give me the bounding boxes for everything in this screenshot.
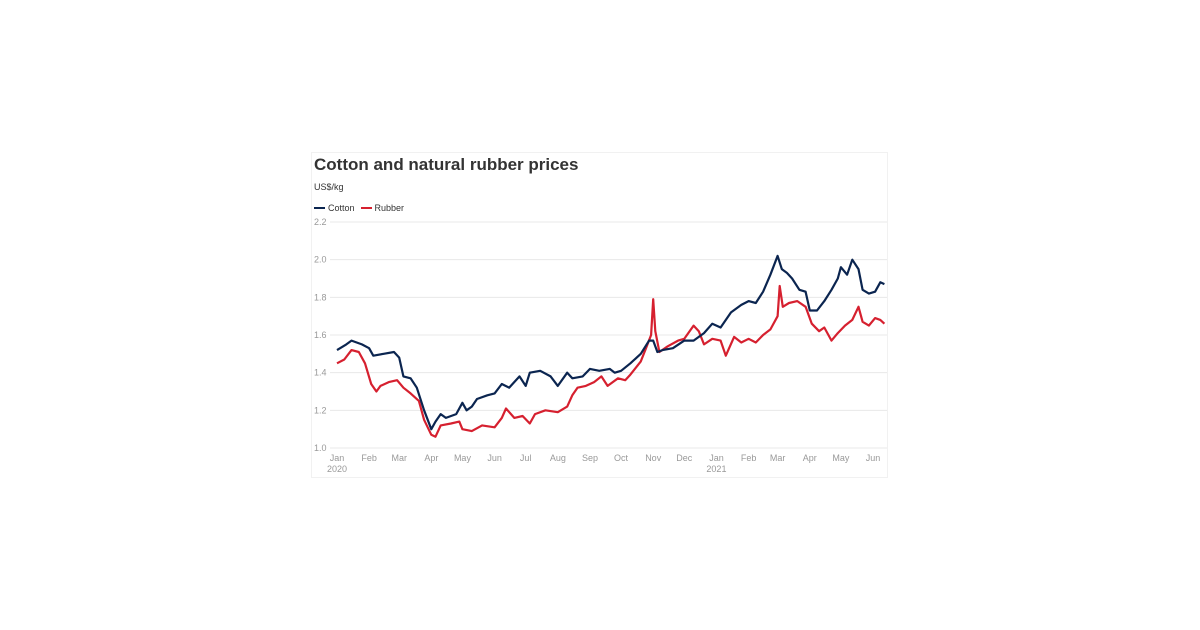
- x-tick-label: Apr: [803, 453, 817, 463]
- x-tick-label: Oct: [614, 453, 629, 463]
- x-tick-label: Jan: [330, 453, 345, 463]
- x-tick-label: Aug: [550, 453, 566, 463]
- y-axis-unit: US$/kg: [314, 182, 344, 192]
- x-tick-label: Mar: [770, 453, 786, 463]
- legend-item-cotton: Cotton: [314, 203, 355, 213]
- x-tick-label: Mar: [391, 453, 407, 463]
- legend-swatch-cotton: [314, 207, 325, 209]
- x-tick-year-label: 2021: [706, 464, 726, 474]
- x-tick-label: Jul: [520, 453, 532, 463]
- x-tick-label: Apr: [424, 453, 438, 463]
- x-tick-label: Feb: [361, 453, 377, 463]
- chart-card: [311, 152, 888, 478]
- x-tick-label: Sep: [582, 453, 598, 463]
- y-tick-label: 1.0: [314, 443, 327, 453]
- y-tick-label: 1.6: [314, 330, 327, 340]
- x-tick-label: May: [454, 453, 472, 463]
- y-tick-label: 2.2: [314, 217, 327, 227]
- legend-swatch-rubber: [360, 207, 372, 209]
- series-line-cotton: [336, 254, 885, 431]
- x-tick-label: Jun: [866, 453, 881, 463]
- series-line-rubber: [336, 284, 886, 438]
- x-tick-label: Nov: [645, 453, 662, 463]
- x-tick-label: Dec: [676, 453, 693, 463]
- legend-label-rubber: Rubber: [374, 203, 405, 213]
- x-tick-label: Jun: [487, 453, 502, 463]
- y-tick-label: 1.2: [314, 405, 327, 415]
- y-tick-label: 2.0: [314, 255, 327, 265]
- x-tick-label: May: [832, 453, 850, 463]
- x-tick-label: Feb: [741, 453, 757, 463]
- chart-title: Cotton and natural rubber prices: [314, 155, 579, 174]
- legend: Cotton Rubber: [314, 203, 404, 213]
- x-tick-label: Jan: [709, 453, 724, 463]
- legend-label-cotton: Cotton: [328, 203, 355, 213]
- y-tick-label: 1.8: [314, 292, 327, 302]
- legend-item-rubber: Rubber: [360, 203, 405, 213]
- x-tick-year-label: 2020: [327, 464, 347, 474]
- y-tick-label: 1.4: [314, 368, 327, 378]
